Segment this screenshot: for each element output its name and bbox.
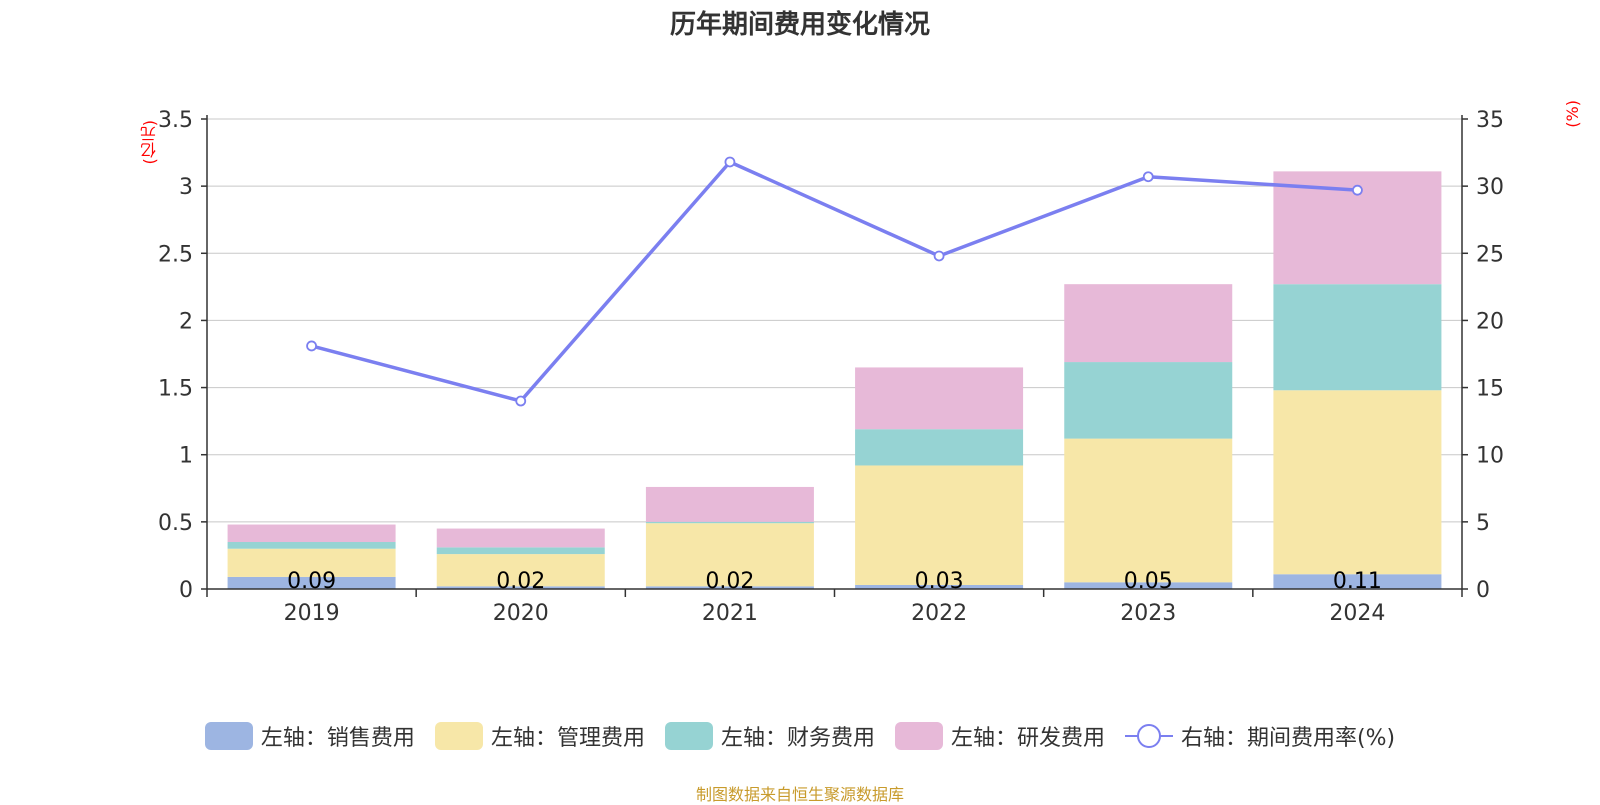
left-axis-tick-label: 2.5 xyxy=(158,242,193,267)
bar-segment xyxy=(855,429,1024,466)
right-axis-tick-label: 25 xyxy=(1476,242,1504,267)
series-point-rate xyxy=(306,340,317,352)
left-axis-tick-label: 3.5 xyxy=(158,108,193,133)
bar-segment xyxy=(1273,574,1442,589)
bar-segment xyxy=(227,576,396,589)
legend-label-admin: 左轴：管理费用 xyxy=(490,726,645,751)
x-axis-tick-label: 2019 xyxy=(284,601,340,626)
right-axis-tick-label: 30 xyxy=(1476,175,1504,200)
bar-segment xyxy=(1273,284,1442,391)
series-point-rate xyxy=(1352,184,1363,196)
series-point-rate xyxy=(1142,171,1154,183)
legend-swatch-rd xyxy=(894,722,943,750)
legend-item-rate[interactable]: 右轴：期间费用率(%) xyxy=(1124,720,1396,752)
legend-label-sales: 左轴：销售费用 xyxy=(260,726,415,751)
bar-segment xyxy=(227,542,396,549)
left-axis-tick-label: 0 xyxy=(179,578,193,603)
bar-segment xyxy=(1064,362,1233,439)
legend-swatch-sales xyxy=(204,722,253,750)
bar-segment xyxy=(645,486,814,522)
bar-segment xyxy=(855,584,1024,589)
series-point-rate xyxy=(724,156,736,168)
right-axis-tick-label: 5 xyxy=(1476,511,1490,536)
legend-item-sales[interactable]: 左轴：销售费用 xyxy=(204,720,415,752)
left-axis-tick-label: 2 xyxy=(179,309,193,334)
left-axis-tick-label: 1.5 xyxy=(158,377,193,402)
left-axis-tick-label: 1 xyxy=(179,444,193,469)
data-label-sales: 0.11 xyxy=(1333,569,1382,594)
bar-segment xyxy=(1064,284,1233,363)
legend-swatch-finance xyxy=(664,722,713,750)
legend-label-finance: 左轴：财务费用 xyxy=(720,726,875,751)
bar-segment xyxy=(645,586,814,589)
legend-item-finance[interactable]: 左轴：财务费用 xyxy=(664,720,875,752)
chart-title: 历年期间费用变化情况 xyxy=(669,10,930,40)
series-point-rate xyxy=(933,250,945,262)
bar-segment xyxy=(227,548,396,577)
data-label-sales: 0.02 xyxy=(496,569,545,594)
legend-label-rate: 右轴：期间费用率(%) xyxy=(1180,726,1396,751)
legend-label-rd: 左轴：研发费用 xyxy=(950,726,1105,751)
data-source-note: 制图数据来自恒生聚源数据库 xyxy=(695,785,904,804)
bar-segment xyxy=(436,586,605,589)
data-label-sales: 0.02 xyxy=(705,569,754,594)
right-axis-tick-label: 35 xyxy=(1476,108,1504,133)
bar-segment xyxy=(1064,438,1233,583)
right-axis-tick-label: 0 xyxy=(1476,578,1490,603)
bar-segment xyxy=(855,367,1024,430)
bar-segment xyxy=(645,521,814,524)
x-axis-tick-label: 2021 xyxy=(702,601,758,626)
x-axis-tick-label: 2020 xyxy=(493,601,549,626)
bar-segment xyxy=(227,524,396,542)
x-axis-tick-label: 2024 xyxy=(1329,601,1385,626)
bar-segment xyxy=(645,523,814,587)
bar-segment xyxy=(1064,582,1233,589)
series-line-rate xyxy=(311,160,1358,403)
x-axis-tick-label: 2023 xyxy=(1120,601,1176,626)
data-label-sales: 0.09 xyxy=(287,569,336,594)
data-label-sales: 0.03 xyxy=(915,569,964,594)
left-axis-tick-label: 3 xyxy=(179,175,193,200)
bar-segment xyxy=(436,554,605,587)
legend-swatch-rate xyxy=(1124,722,1173,750)
bar-segment xyxy=(855,465,1024,585)
data-label-sales: 0.05 xyxy=(1124,569,1173,594)
chart-legend: 左轴：销售费用 左轴：管理费用 左轴：财务费用 左轴：研发费用 右轴：期间费用率… xyxy=(0,720,1600,752)
right-axis-tick-label: 15 xyxy=(1476,377,1504,402)
x-axis-tick-label: 2022 xyxy=(911,601,967,626)
bar-segment xyxy=(436,547,605,555)
series-point-rate xyxy=(515,395,527,407)
right-axis-tick-label: 10 xyxy=(1476,444,1504,469)
legend-item-rd[interactable]: 左轴：研发费用 xyxy=(894,720,1105,752)
bar-segment xyxy=(1273,390,1442,575)
left-axis-tick-label: 0.5 xyxy=(158,511,193,536)
legend-item-admin[interactable]: 左轴：管理费用 xyxy=(434,720,645,752)
right-axis-tick-label: 20 xyxy=(1476,309,1504,334)
bar-segment xyxy=(436,528,605,548)
legend-swatch-admin xyxy=(434,722,483,750)
